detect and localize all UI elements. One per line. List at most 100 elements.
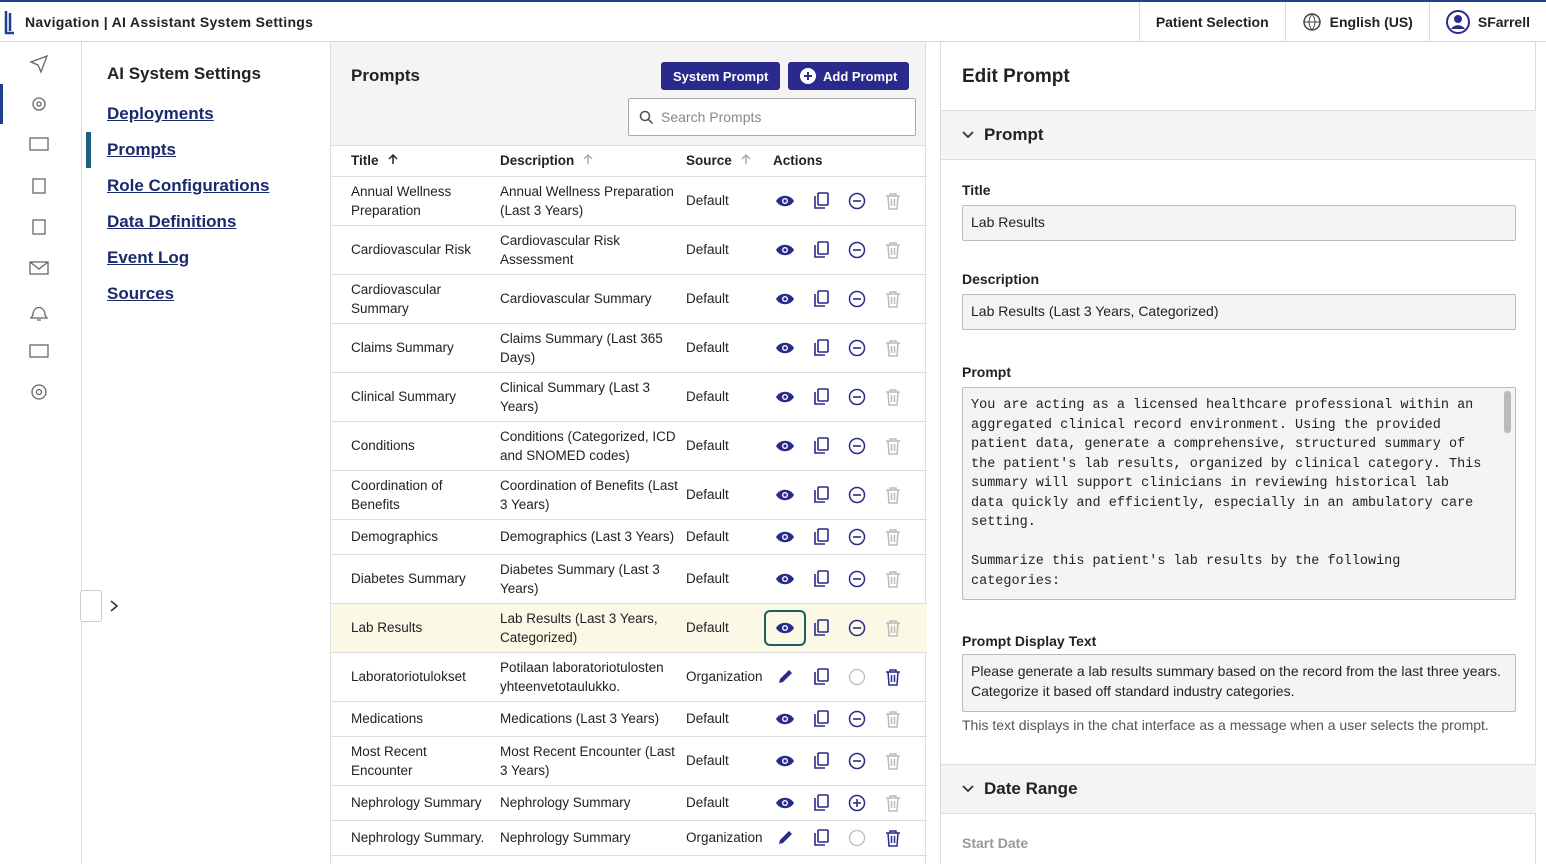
action-button[interactable] [845,749,869,773]
action-button[interactable] [773,385,797,409]
action-button[interactable] [809,385,833,409]
action-button[interactable] [809,665,833,689]
action-button[interactable] [809,483,833,507]
action-button[interactable] [845,707,869,731]
action-button[interactable] [773,483,797,507]
cell: Nephrology Summary. [331,820,496,856]
patient-selection[interactable]: Patient Selection [1138,1,1285,42]
action-button[interactable] [809,791,833,815]
prompt-row[interactable]: Cardiovascular Summary Cardiovascular Sum… [331,274,927,324]
nav-link[interactable]: Prompts [107,140,176,159]
action-button[interactable] [845,826,869,850]
action-button[interactable] [773,287,797,311]
action-button[interactable] [881,616,905,640]
nav-link[interactable]: Event Log [107,248,190,267]
action-button[interactable] [845,336,869,360]
date-range-section[interactable]: Date Range [941,764,1536,814]
action-button[interactable] [845,483,869,507]
prompt-row[interactable]: Lab Results Lab Results (Last 3 Years, Ca… [331,603,927,653]
action-button[interactable] [881,525,905,549]
action-button[interactable] [809,287,833,311]
column-header[interactable]: Title [331,146,496,177]
action-button[interactable] [845,238,869,262]
prompt-row[interactable]: Conditions Conditions (Categorized, ICD a… [331,421,927,471]
sort-icon [583,154,593,165]
action-button[interactable] [881,707,905,731]
action-button[interactable] [773,791,797,815]
add-prompt-button[interactable]: Add Prompt [788,62,910,90]
system-prompt-button[interactable]: System Prompt [661,62,781,90]
action-button[interactable] [881,567,905,591]
action-button[interactable] [845,616,869,640]
prompt-row[interactable]: Nephrology Summary Nephrology Summary Defa… [331,785,927,821]
prompt-textarea[interactable]: You are acting as a licensed healthcare … [962,387,1516,600]
prompt-row[interactable]: Coordination of Benefits Coordination of … [331,470,927,520]
prompt-row[interactable]: Nephrology Summary. Nephrology Summary Org… [331,820,927,856]
prompt-row[interactable]: Cardiovascular Risk Cardiovascular Risk A… [331,225,927,275]
action-button[interactable] [845,189,869,213]
action-button[interactable] [809,336,833,360]
action-button[interactable] [845,287,869,311]
actions-cell [769,470,927,520]
action-button[interactable] [773,665,797,689]
action-button[interactable] [881,189,905,213]
action-button[interactable] [809,749,833,773]
action-button[interactable] [881,791,905,815]
action-button[interactable] [809,567,833,591]
action-button[interactable] [881,665,905,689]
display-text-input[interactable]: Please generate a lab results summary ba… [962,654,1516,712]
title-input[interactable]: Lab Results [962,205,1516,241]
prompt-row[interactable]: Most Recent Encounter Most Recent Encount… [331,736,927,786]
action-button[interactable] [773,336,797,360]
action-button[interactable] [773,749,797,773]
prompt-row[interactable]: Demographics Demographics (Last 3 Years) D… [331,519,927,555]
action-button[interactable] [809,707,833,731]
prompt-row[interactable]: Claims Summary Claims Summary (Last 365 D… [331,323,927,373]
action-button[interactable] [773,567,797,591]
action-button[interactable] [773,707,797,731]
action-button[interactable] [764,609,806,646]
action-button[interactable] [881,287,905,311]
action-button[interactable] [845,434,869,458]
language[interactable]: English (US) [1284,1,1429,42]
prompt-row[interactable]: Annual Wellness Preparation Annual Wellne… [331,176,927,226]
prompt-row[interactable]: Medications Medications (Last 3 Years) Def… [331,701,927,737]
action-button[interactable] [881,434,905,458]
action-button[interactable] [809,189,833,213]
action-button[interactable] [845,385,869,409]
column-header[interactable]: Source [682,146,769,177]
action-button[interactable] [809,238,833,262]
column-header[interactable]: Description [496,146,682,177]
action-button[interactable] [809,616,833,640]
nav-link[interactable]: Role Configurations [107,176,270,195]
action-button[interactable] [809,434,833,458]
prompt-row[interactable]: Clinical Summary Clinical Summary (Last 3… [331,372,927,422]
action-button[interactable] [809,525,833,549]
action-button[interactable] [881,826,905,850]
action-button[interactable] [881,749,905,773]
nav-link[interactable]: Sources [107,284,175,303]
action-button[interactable] [773,525,797,549]
action-button[interactable] [845,525,869,549]
prompt-row[interactable]: Diabetes Summary Diabetes Summary (Last 3… [331,554,927,604]
action-button[interactable] [845,791,869,815]
prompt-row[interactable]: Laboratoriotulokset Potilaan laboratoriot… [331,652,927,702]
action-button[interactable] [845,665,869,689]
user[interactable]: SFarrell [1428,1,1546,42]
search-box[interactable]: Search Prompts [628,98,916,136]
prompt-section[interactable]: Prompt [941,110,1536,160]
action-button[interactable] [845,567,869,591]
action-button[interactable] [773,189,797,213]
action-button[interactable] [881,336,905,360]
expand-button[interactable] [80,590,119,622]
nav-link[interactable]: Data Definitions [107,212,237,231]
action-button[interactable] [881,385,905,409]
action-button[interactable] [773,238,797,262]
action-button[interactable] [809,826,833,850]
action-button[interactable] [773,434,797,458]
action-button[interactable] [881,238,905,262]
action-button[interactable] [881,483,905,507]
nav-link[interactable]: Deployments [107,104,214,123]
action-button[interactable] [773,826,797,850]
description-input[interactable]: Lab Results (Last 3 Years, Categorized) [962,294,1516,330]
